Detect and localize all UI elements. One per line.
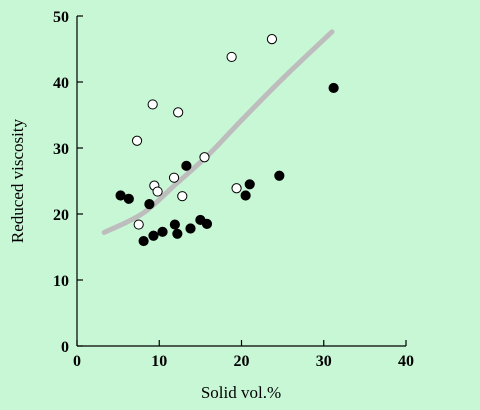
filled-data-point <box>157 226 168 237</box>
axes-layer <box>76 16 406 347</box>
filled-data-point <box>328 82 339 94</box>
open-data-point <box>147 99 158 110</box>
y-tick-label: 50 <box>53 9 69 26</box>
filled-data-point <box>123 193 134 204</box>
open-data-point <box>168 172 180 183</box>
open-data-point <box>231 183 242 194</box>
points-layer <box>115 34 339 247</box>
x-tick-label: 30 <box>316 353 332 370</box>
filled-data-point <box>274 170 285 181</box>
trend-curve <box>101 29 335 235</box>
y-tick-label: 20 <box>53 207 69 224</box>
open-data-point <box>131 135 143 146</box>
filled-data-point <box>244 179 255 190</box>
y-tick-label: 30 <box>53 141 69 158</box>
filled-data-point <box>144 199 155 210</box>
open-data-point <box>199 152 210 163</box>
open-data-point <box>177 191 188 202</box>
open-data-point <box>133 219 144 230</box>
y-tick-label: 0 <box>61 339 69 356</box>
x-tick-label: 0 <box>73 353 81 370</box>
filled-data-point <box>181 160 192 171</box>
y-tick-label: 40 <box>53 75 69 92</box>
filled-data-point <box>148 230 159 241</box>
x-tick-label: 10 <box>151 353 167 370</box>
filled-data-point <box>138 235 149 247</box>
open-data-point <box>173 107 184 118</box>
x-tick-label: 20 <box>234 353 250 370</box>
open-data-point <box>226 51 237 63</box>
filled-data-point <box>172 228 183 239</box>
filled-data-point <box>201 218 213 229</box>
y-axis-title: Reduced viscosity <box>8 118 27 243</box>
open-data-point <box>266 34 278 45</box>
trend-layer <box>101 29 335 235</box>
y-tick-label: 10 <box>53 273 69 290</box>
filled-data-point <box>169 219 180 230</box>
filled-data-point <box>240 190 251 201</box>
open-data-point <box>152 186 163 197</box>
x-tick-label: 40 <box>398 353 414 370</box>
x-axis-title: Solid vol.% <box>201 383 281 402</box>
filled-data-point <box>185 223 196 234</box>
ticks-layer: 0 10 20 30 40 0 10 20 30 40 50 <box>53 9 414 370</box>
